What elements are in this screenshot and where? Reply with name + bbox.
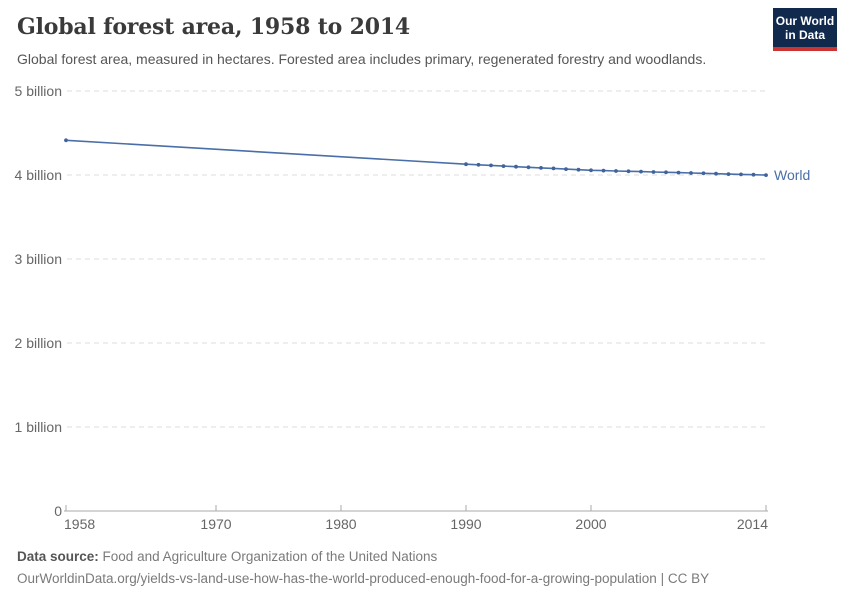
y-axis-tick-label: 0 [54, 503, 62, 519]
data-point-marker[interactable] [564, 167, 568, 172]
x-axis-tick-label: 1980 [325, 516, 356, 532]
series-line-world[interactable] [65, 139, 767, 176]
data-point-marker[interactable] [676, 170, 681, 175]
data-point-marker[interactable] [601, 168, 606, 173]
data-point-marker[interactable] [626, 169, 631, 174]
x-axis-tick-label: 1990 [450, 516, 481, 532]
x-axis-tick-label: 2014 [737, 516, 768, 532]
data-point-marker[interactable] [489, 163, 493, 168]
y-axis-tick-label: 5 billion [15, 83, 62, 99]
data-point-marker[interactable] [526, 165, 531, 170]
data-point-marker[interactable] [64, 138, 68, 143]
data-point-marker[interactable] [701, 171, 706, 176]
data-source-value: Food and Agriculture Organization of the… [102, 549, 438, 564]
data-point-marker[interactable] [539, 166, 543, 170]
x-axis-tick-label: 2000 [575, 516, 606, 532]
y-axis-tick-label: 2 billion [15, 335, 62, 351]
x-axis-tick-label: 1970 [200, 516, 231, 532]
y-axis-tick-label: 4 billion [15, 167, 62, 183]
data-point-marker[interactable] [739, 172, 743, 177]
chart-subtitle: Global forest area, measured in hectares… [17, 51, 707, 67]
owid-logo-line2: in Data [784, 27, 825, 42]
chart-title: Global forest area, 1958 to 2014 [17, 14, 411, 40]
owid-logo[interactable]: Our World in Data [773, 8, 837, 51]
owid-logo-line1: Our World [775, 13, 835, 28]
chart-header: Global forest area, 1958 to 2014 Global … [17, 14, 757, 68]
data-point-marker[interactable] [651, 170, 656, 174]
data-point-marker[interactable] [576, 167, 581, 172]
y-axis-tick-label: 1 billion [15, 419, 62, 435]
data-point-marker[interactable] [664, 170, 668, 175]
series-entity-label[interactable]: World [774, 167, 810, 183]
data-point-marker[interactable] [464, 162, 468, 167]
data-point-marker[interactable] [514, 164, 518, 169]
chart-url-link[interactable]: OurWorldinData.org/yields-vs-land-use-ho… [17, 571, 710, 586]
y-axis-tick-label: 3 billion [15, 251, 62, 267]
x-axis-tick-label: 1958 [64, 516, 95, 532]
data-point-marker[interactable] [476, 162, 481, 167]
data-point-marker[interactable] [751, 172, 756, 177]
data-point-marker[interactable] [726, 172, 731, 177]
data-point-marker[interactable] [614, 169, 618, 173]
data-point-marker[interactable] [551, 166, 556, 171]
data-point-marker[interactable] [501, 164, 506, 169]
data-point-marker[interactable] [639, 169, 643, 174]
chart-footer: Data source: Food and Agriculture Organi… [17, 548, 833, 587]
data-point-marker[interactable] [689, 171, 693, 175]
data-point-marker[interactable] [764, 173, 768, 178]
data-source-line: Data source: Food and Agriculture Organi… [17, 548, 833, 565]
data-source-label: Data source: [17, 549, 99, 564]
data-point-marker[interactable] [589, 168, 593, 173]
data-point-marker[interactable] [714, 171, 718, 176]
